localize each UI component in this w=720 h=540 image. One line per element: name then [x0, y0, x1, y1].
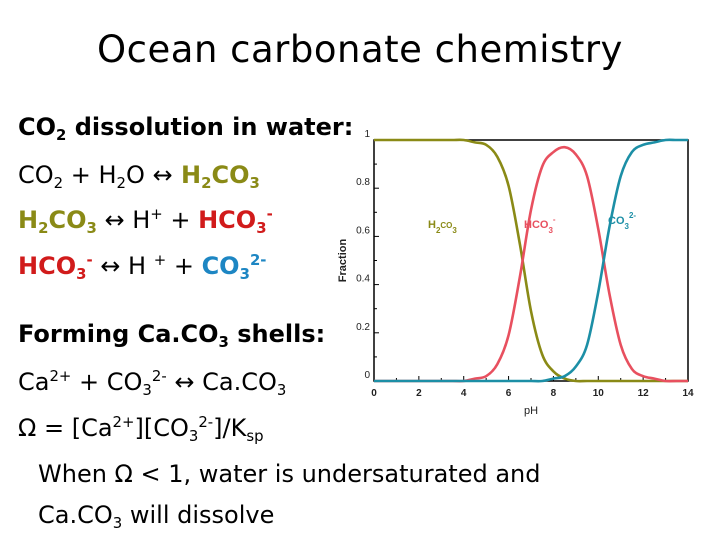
- x-axis-label: pH: [524, 405, 538, 417]
- y-tick-label: 0.8: [356, 177, 370, 188]
- x-tick-label: 6: [506, 388, 512, 399]
- equation-calcite: Ca2+ + CO32- ↔ Ca.CO3: [18, 367, 287, 400]
- series-line-1: [374, 145, 688, 383]
- y-tick-label: 0.6: [356, 225, 370, 236]
- series-label-2: CO32-: [608, 211, 636, 231]
- equation-co2-hydration: CO2 + H2O ↔ H2CO3: [18, 161, 260, 193]
- y-tick-label: 0.4: [356, 274, 370, 285]
- equation-bicarbonate: HCO3- ↔ H + + CO32-: [18, 251, 267, 284]
- x-tick-label: 14: [682, 388, 694, 399]
- equilibrium-arrow: ↔: [166, 368, 203, 396]
- note-line-2: Ca.CO3 will dissolve: [38, 501, 275, 533]
- speciation-chart: 0 2 4 6 8 10 12 14 0 0.2 0.4 0.6 0.8 1 pH Fraction H2CO…: [337, 129, 694, 417]
- equation-carbonic-acid: H2CO3 ↔ H+ + HCO3-: [18, 205, 273, 238]
- equilibrium-arrow: ↔: [92, 252, 129, 280]
- y-tick-label: 1: [364, 129, 370, 140]
- x-tick-label: 12: [638, 388, 650, 399]
- y-tick-label: 0.2: [356, 322, 370, 333]
- y-tick-label: 0: [364, 370, 370, 381]
- note-line-1: When Ω < 1, water is undersaturated and: [38, 460, 541, 488]
- series-label-0: H2CO3: [428, 219, 457, 235]
- x-tick-label: 2: [416, 388, 422, 399]
- y-axis-label: Fraction: [337, 239, 349, 283]
- chart-axes: 0 2 4 6 8 10 12 14 0 0.2 0.4 0.6 0.8 1 pH Fraction: [337, 129, 694, 417]
- x-tick-label: 10: [593, 388, 605, 399]
- series-line-2: [374, 138, 688, 383]
- equilibrium-arrow: ↔: [152, 161, 173, 189]
- series-labels: H2CO3 HCO3- CO32-: [428, 211, 636, 235]
- series-line-0: [373, 138, 688, 383]
- x-tick-label: 4: [461, 388, 467, 399]
- chart-curves: [373, 138, 688, 383]
- series-label-1: HCO3-: [524, 215, 556, 235]
- equilibrium-arrow: ↔: [96, 206, 133, 234]
- shells-heading: Forming Ca.CO3 shells:: [18, 320, 326, 352]
- x-tick-label: 0: [371, 388, 377, 399]
- slide-title: Ocean carbonate chemistry: [97, 28, 623, 71]
- plot-frame: [373, 139, 689, 382]
- omega-equation: Ω = [Ca2+][CO32-]/Ksp: [18, 413, 264, 446]
- dissolution-heading: CO2 dissolution in water:: [18, 113, 354, 145]
- x-tick-label: 8: [551, 388, 557, 399]
